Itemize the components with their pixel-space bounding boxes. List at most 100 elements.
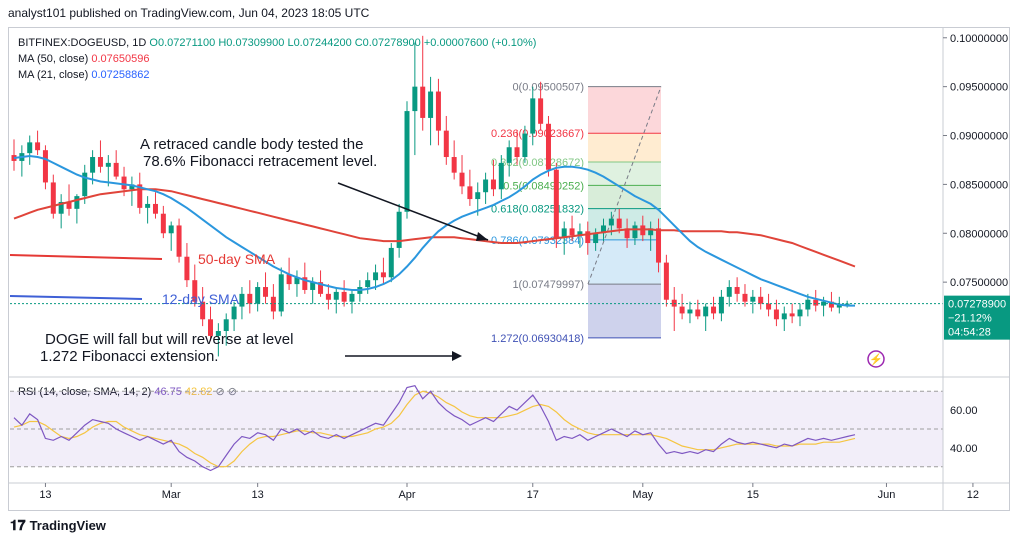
candle-body [11,155,17,161]
candle-body [310,282,316,290]
candle-body [97,157,103,167]
fib-level-label: 0(0.09500507) [512,82,584,94]
axes-group: 0.10000000 0.09500000 0.09000000 0.08500000… [8,28,1010,510]
candle-body [90,157,96,173]
price-tick-label: 0.07500000 [950,277,1008,289]
candle-body [703,306,709,317]
candle-body [325,293,331,300]
candle-body [773,309,779,320]
legend-rsi-label: RSI (14, close, SMA, 14, 2) [18,386,151,398]
candle-body [718,296,724,314]
time-tick-label: 13 [252,489,264,501]
candle-body [105,162,111,167]
candle-body [734,287,740,294]
annotation-50-day-sma: 50-day SMA [198,251,276,267]
candle-body [278,274,284,312]
fib-level-label: 1.272(0.06930418) [491,333,584,345]
candle-body [608,218,614,226]
fib-level-label: 0.5(0.08490252) [503,180,584,192]
candle-body [412,86,418,112]
candle-body [184,256,190,281]
legend-symbol[interactable]: BITFINEX:DOGEUSD, 1D [18,37,147,49]
legend-rsi-value: 46.75 [154,386,182,398]
candle-body [74,196,80,209]
candle-body [538,98,544,124]
candle-body [545,123,551,170]
candle-body [632,225,638,239]
candle-body [781,313,787,320]
candle-body [247,293,253,304]
candle-body [553,169,559,239]
fib-level-label: 1(0.07479997) [512,279,584,291]
candle-body [349,293,355,302]
candle-body [687,309,693,314]
candle-body [836,304,842,308]
candle-body [679,306,685,314]
ma50-line [13,188,856,268]
candle-body [82,172,88,197]
candle-body [624,228,630,239]
candle-body [208,319,213,336]
publish-header: analyst101 published on TradingView.com,… [8,6,370,20]
candle-body [42,150,48,183]
fib-zone [588,162,661,186]
price-tick-label: 0.09000000 [950,131,1008,143]
rsi-line [13,385,856,472]
ma21-line [13,154,855,307]
support-line [9,254,163,260]
candle-body [805,299,811,310]
candle-body [475,192,481,200]
legend-rsi-row[interactable]: RSI (14, close, SMA, 14, 2) 46.75 42.82 … [18,385,237,398]
price-label-box [944,295,1010,340]
candle-body [420,86,426,118]
candle-body [711,306,717,314]
candle-body [451,157,457,173]
candle-body [443,130,449,158]
price-tick-label: 0.08000000 [950,228,1008,240]
legend-ohlc: O0.07271100 H0.07309900 L0.07244200 C0.0… [149,37,537,49]
time-tick-label: 17 [527,489,539,501]
fib-zone [588,239,661,285]
tradingview-logo[interactable]: 𝟏𝟕 TradingView [10,517,106,534]
fib-zone [588,185,661,209]
fib-level-label: 0.236(0.09023667) [491,128,584,140]
candle-body [695,309,701,317]
candle-body [789,313,795,317]
legend-ma50-value: 0.07650596 [91,53,150,65]
candle-body [428,91,434,118]
candle-body [585,231,591,244]
annotation-arrow-retrace [337,182,489,241]
eye-off-icon[interactable]: ⊘ ⊘ [216,386,238,398]
candle-body [561,228,567,239]
price-tick-label: 0.10000000 [950,33,1008,45]
legend-ma50-row[interactable]: MA (50, close) 0.07650596 [18,53,150,65]
candle-body [215,331,221,336]
legend-ma21-value: 0.07258862 [91,69,150,81]
candle-body [490,179,496,190]
fib-zone [588,284,661,338]
time-tick-label: 13 [39,489,51,501]
candle-body [263,287,269,297]
price-tick-label: 0.08500000 [950,179,1008,191]
candle-body [522,133,528,158]
time-tick-label: Mar [162,489,181,501]
candle-body [239,293,245,307]
candle-body [459,172,465,187]
candle-body [341,291,347,302]
candle-body [333,291,339,300]
annotation-12-day-sma: 12-day SMA [162,291,240,307]
candle-body [396,211,402,248]
candle-body [726,287,732,297]
candle-body [66,201,72,209]
time-tick-label: 15 [747,489,759,501]
fib-trend-line [587,86,662,285]
moving-averages [10,154,943,307]
chart-frame [8,27,1010,511]
candle-body [223,319,229,332]
candle-body [498,162,504,190]
candles-group [11,35,850,357]
legend-ma21-row[interactable]: MA (21, close) 0.07258862 [18,69,150,81]
candle-body [616,218,622,229]
candle-body [200,301,206,320]
